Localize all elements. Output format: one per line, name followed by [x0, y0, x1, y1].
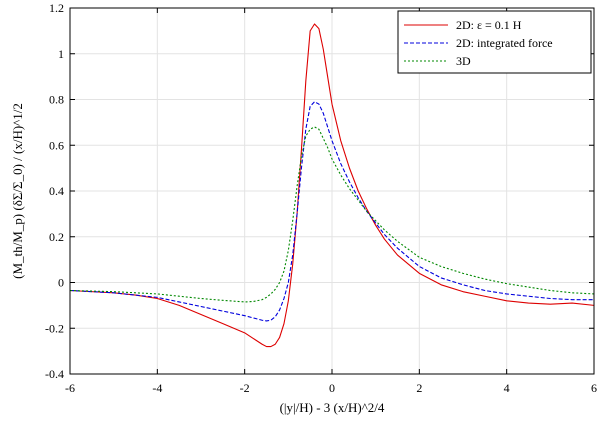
y-axis-label: (M_th/M_p) (δΣ/Σ_0) / (x/H)^1/2	[10, 103, 25, 279]
y-tick-label: 1	[58, 47, 64, 61]
legend-label-3: 3D	[456, 54, 471, 68]
y-tick-label: 0.2	[49, 230, 64, 244]
legend-label-1: 2D: ε = 0.1 H	[456, 18, 522, 32]
x-tick-label: -6	[65, 381, 75, 395]
x-axis-label: (|y|/H) - 3 (x/H)^2/4	[280, 400, 385, 415]
series-line-3	[69, 126, 595, 303]
series-line-1	[69, 23, 595, 348]
x-tick-label: -4	[152, 381, 162, 395]
y-tick-label: 0.4	[49, 184, 64, 198]
axis-ticks: -6 -4 -2 0 2 4 6 -0.4 -0.2 0 0.2 0.4 0.6 0.8 1 1.2	[45, 1, 597, 395]
y-tick-label: 0.8	[49, 93, 64, 107]
legend-box	[397, 10, 592, 74]
y-tick-label: -0.4	[45, 367, 64, 381]
y-tick-label: 0	[58, 276, 64, 290]
plot-series	[69, 23, 595, 348]
series-line-2	[69, 101, 594, 322]
y-tick-label: -0.2	[45, 321, 64, 335]
legend: 2D: ε = 0.1 H 2D: integrated force 3D	[397, 10, 592, 74]
x-tick-label: 6	[591, 381, 597, 395]
x-tick-label: 4	[504, 381, 510, 395]
x-tick-label: 2	[416, 381, 422, 395]
x-tick-label: -2	[240, 381, 250, 395]
x-tick-label: 0	[329, 381, 335, 395]
legend-label-2: 2D: integrated force	[456, 36, 553, 50]
y-tick-label: 1.2	[49, 1, 64, 15]
y-tick-label: 0.6	[49, 138, 64, 152]
